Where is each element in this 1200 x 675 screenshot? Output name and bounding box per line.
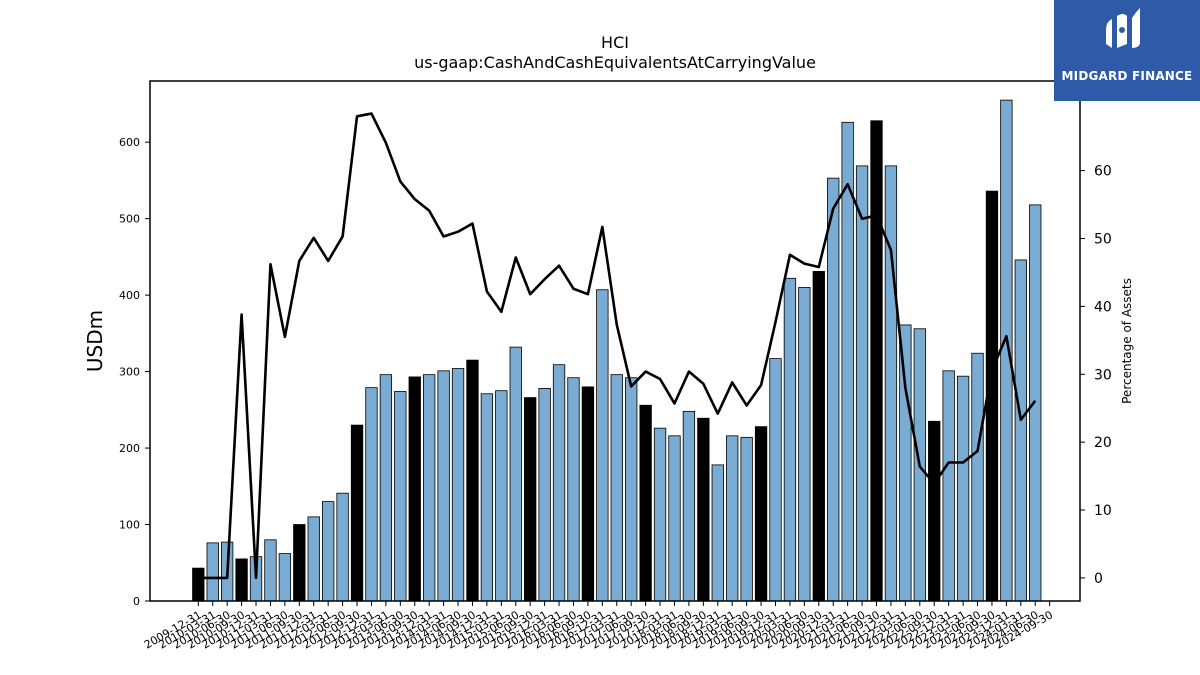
bar bbox=[264, 539, 277, 602]
bar bbox=[509, 346, 522, 602]
bar bbox=[394, 391, 407, 602]
y2-tick-label: 20 bbox=[1094, 435, 1112, 451]
y2-axis-label: Percentage of Assets bbox=[1120, 278, 1134, 404]
y2-tick-label: 30 bbox=[1094, 367, 1112, 383]
bar bbox=[581, 386, 595, 602]
bar bbox=[451, 368, 465, 602]
bar bbox=[855, 165, 869, 602]
y-tick-label: 300 bbox=[119, 366, 140, 379]
bar bbox=[524, 397, 537, 602]
bar bbox=[726, 435, 739, 602]
bar bbox=[928, 420, 941, 602]
bar bbox=[1029, 204, 1042, 602]
bar bbox=[783, 277, 797, 602]
logo-text: MIDGARD FINANCE bbox=[1061, 69, 1193, 83]
bar bbox=[423, 374, 436, 602]
y-tick-label: 100 bbox=[119, 519, 140, 532]
bar bbox=[769, 358, 782, 602]
y2-tick-label: 40 bbox=[1094, 299, 1112, 315]
plot-frame bbox=[149, 80, 1081, 602]
bar bbox=[653, 427, 667, 602]
bar bbox=[278, 553, 292, 602]
bar bbox=[754, 426, 768, 602]
bar bbox=[740, 436, 753, 602]
bar bbox=[971, 352, 984, 602]
chart-subtitle: us-gaap:CashAndCashEquivalentsAtCarrying… bbox=[414, 53, 816, 72]
bar bbox=[379, 374, 393, 602]
bar bbox=[711, 464, 724, 602]
bar bbox=[812, 271, 825, 602]
bar bbox=[307, 516, 320, 602]
line-layer bbox=[198, 112, 1037, 580]
bar bbox=[884, 165, 898, 602]
y2-tick-label: 0 bbox=[1094, 571, 1103, 587]
bar bbox=[798, 287, 811, 602]
percentage-line bbox=[198, 112, 1037, 580]
y2-tick-label: 10 bbox=[1094, 503, 1112, 519]
bars-layer bbox=[192, 99, 1042, 602]
bar bbox=[870, 120, 883, 602]
bar bbox=[322, 501, 335, 602]
y-tick-label: 200 bbox=[119, 442, 140, 455]
y-tick-label: 400 bbox=[119, 289, 140, 302]
bar bbox=[437, 370, 450, 602]
chart-title: HCI bbox=[601, 33, 629, 52]
bar bbox=[899, 324, 912, 602]
right-axis: 0 10 20 30 40 50 60 bbox=[1080, 164, 1112, 587]
bar bbox=[596, 289, 609, 602]
bar bbox=[235, 558, 248, 602]
bar bbox=[639, 404, 652, 602]
bar bbox=[956, 375, 970, 602]
bar bbox=[192, 567, 205, 602]
bar bbox=[336, 492, 349, 602]
y-tick-label: 0 bbox=[133, 595, 140, 608]
bar bbox=[552, 364, 566, 602]
bar bbox=[538, 388, 551, 602]
bar bbox=[408, 376, 421, 602]
bar bbox=[942, 370, 955, 602]
bar bbox=[610, 374, 623, 602]
bar bbox=[827, 177, 840, 602]
y-axis-label: USDm bbox=[83, 310, 107, 372]
x-axis: 2009-12-312010-03-312010-06-302010-09-30… bbox=[142, 601, 1055, 652]
y-tick-label: 500 bbox=[119, 213, 140, 226]
bar bbox=[293, 524, 306, 602]
midgard-logo-icon bbox=[1106, 8, 1140, 48]
bar bbox=[480, 393, 494, 602]
bar bbox=[697, 417, 710, 602]
bar bbox=[682, 410, 696, 602]
bar bbox=[206, 542, 219, 602]
bar bbox=[1014, 259, 1027, 602]
company-logo: MIDGARD FINANCE bbox=[1054, 0, 1200, 101]
bar bbox=[625, 377, 638, 602]
y2-tick-label: 60 bbox=[1094, 164, 1112, 180]
bar bbox=[365, 387, 378, 602]
bar bbox=[567, 377, 580, 602]
bar bbox=[495, 390, 508, 602]
left-axis: 0 100 200 300 400 500 600 bbox=[119, 136, 150, 608]
y-tick-label: 600 bbox=[119, 136, 140, 149]
bar bbox=[668, 435, 681, 602]
y2-tick-label: 50 bbox=[1094, 231, 1112, 247]
bar bbox=[466, 359, 479, 602]
bar bbox=[350, 424, 364, 602]
bar bbox=[1000, 99, 1013, 602]
